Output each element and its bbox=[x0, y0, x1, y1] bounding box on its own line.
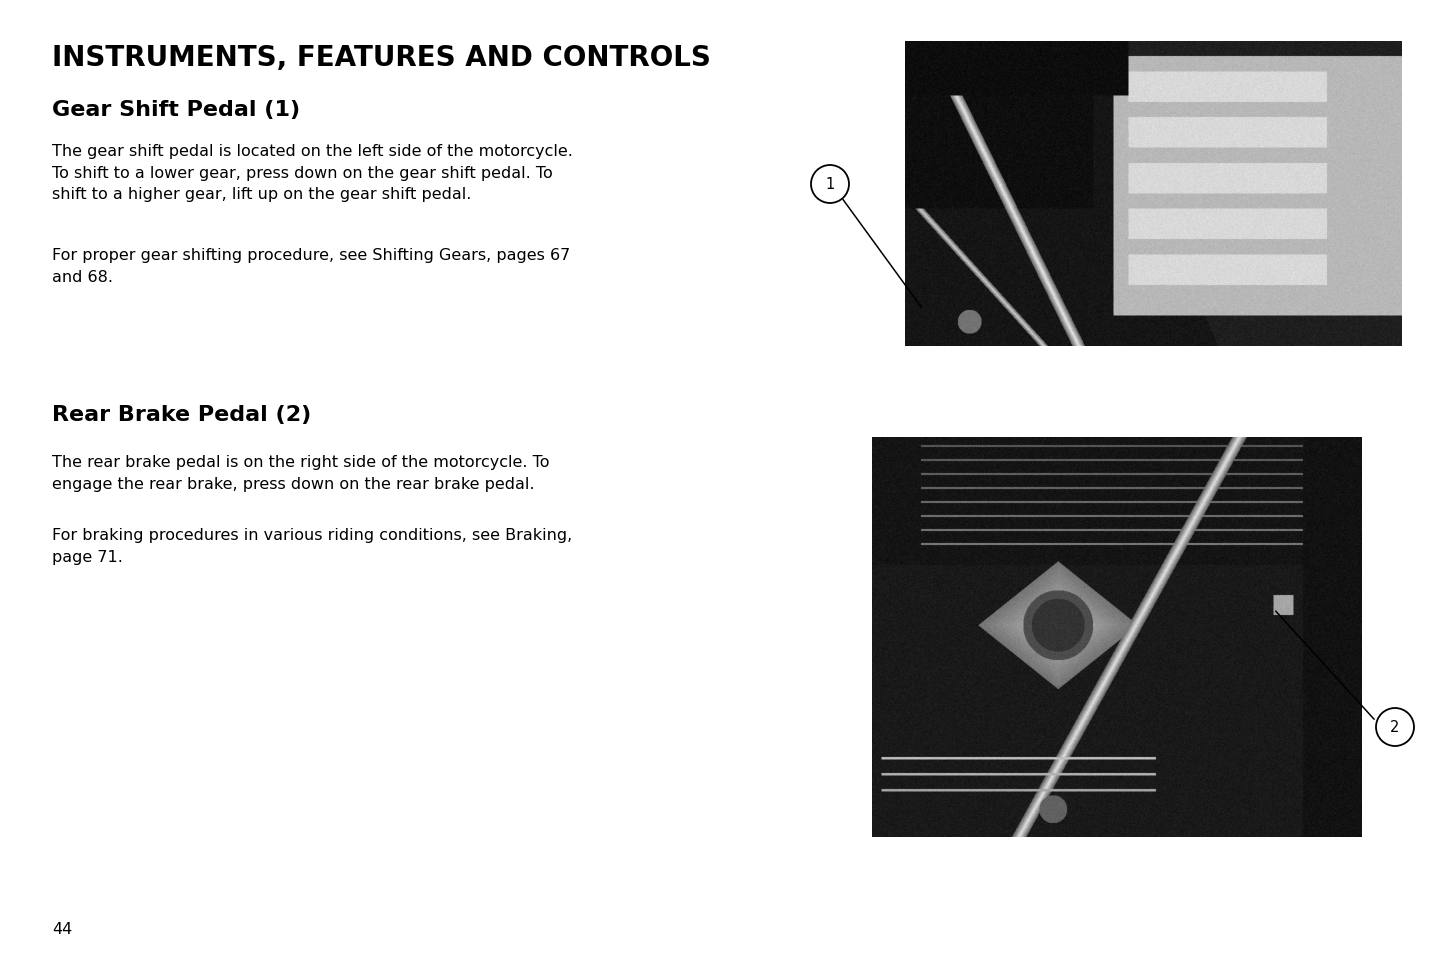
Text: 1: 1 bbox=[826, 177, 835, 193]
Circle shape bbox=[1375, 708, 1413, 746]
Text: The rear brake pedal is on the right side of the motorcycle. To
engage the rear : The rear brake pedal is on the right sid… bbox=[52, 455, 550, 491]
Text: 2: 2 bbox=[1390, 720, 1400, 735]
Text: 44: 44 bbox=[52, 921, 73, 936]
Text: INSTRUMENTS, FEATURES AND CONTROLS: INSTRUMENTS, FEATURES AND CONTROLS bbox=[52, 44, 711, 71]
Text: Rear Brake Pedal (2): Rear Brake Pedal (2) bbox=[52, 405, 311, 424]
Text: For braking procedures in various riding conditions, see Braking,
page 71.: For braking procedures in various riding… bbox=[52, 527, 573, 564]
Circle shape bbox=[811, 166, 849, 204]
Text: The gear shift pedal is located on the left side of the motorcycle.
To shift to : The gear shift pedal is located on the l… bbox=[52, 144, 573, 202]
Text: Gear Shift Pedal (1): Gear Shift Pedal (1) bbox=[52, 100, 300, 120]
Text: For proper gear shifting procedure, see Shifting Gears, pages 67
and 68.: For proper gear shifting procedure, see … bbox=[52, 248, 570, 284]
